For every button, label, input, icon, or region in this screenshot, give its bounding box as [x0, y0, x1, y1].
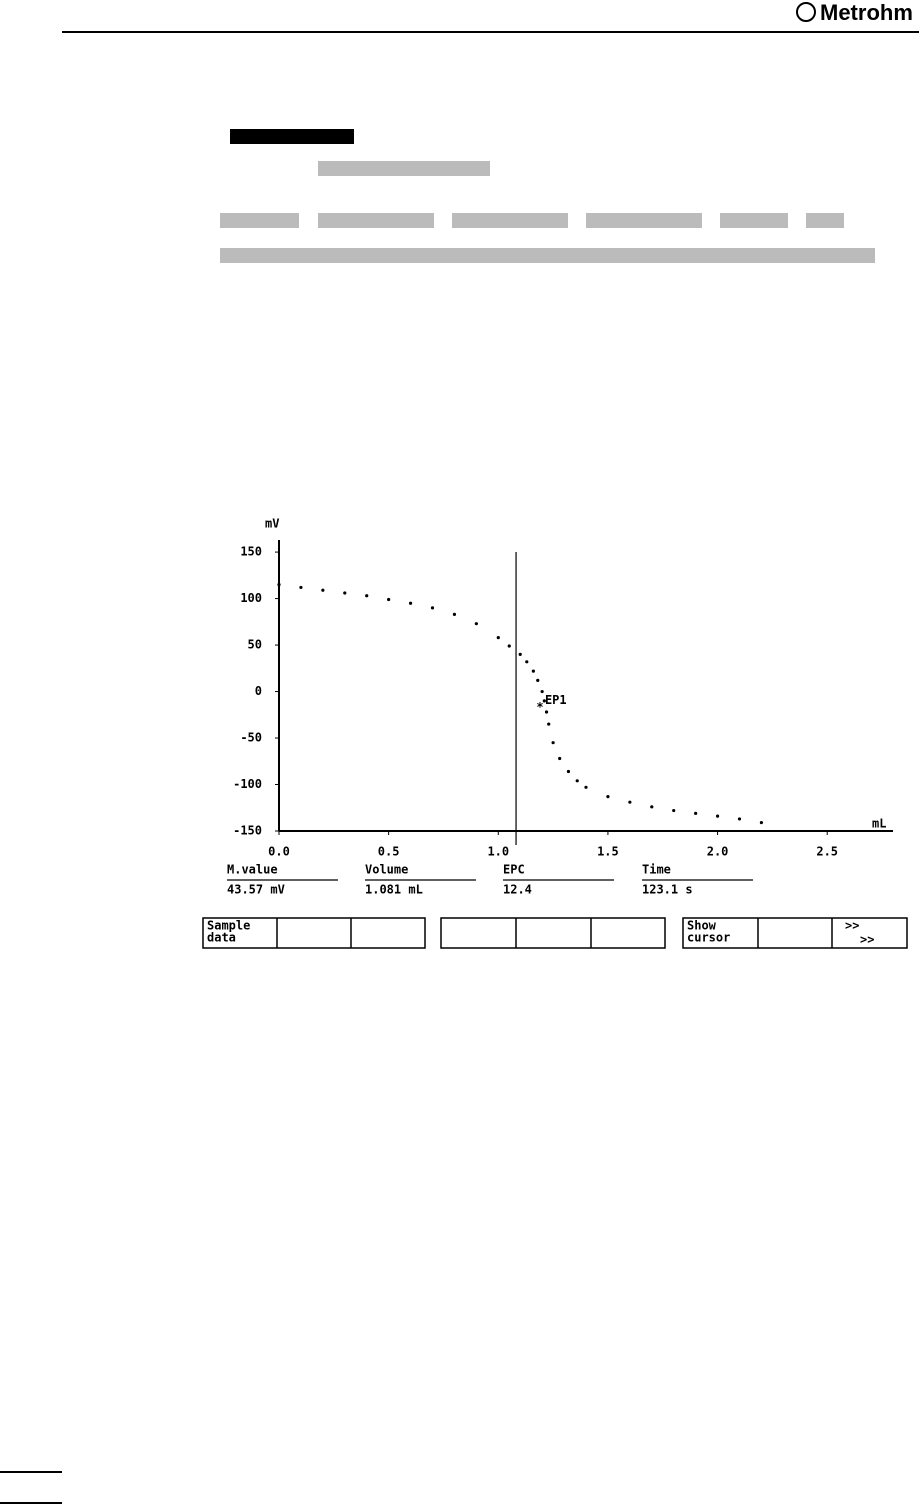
redacted-bar — [220, 248, 875, 263]
readout-value: 1.081 mL — [365, 883, 423, 897]
data-point — [606, 795, 610, 799]
softkey-label[interactable]: Sample — [207, 919, 250, 933]
readout-label: Time — [642, 863, 671, 877]
redacted-bar — [230, 129, 354, 144]
x-tick-label: 1.5 — [597, 845, 619, 859]
y-tick-label: -50 — [240, 731, 262, 745]
data-point — [365, 594, 369, 598]
readout-label: EPC — [503, 863, 525, 877]
data-point — [408, 601, 413, 605]
data-point — [277, 583, 281, 587]
softkey-label[interactable]: >> — [860, 933, 874, 947]
annotation: EP1 — [545, 693, 567, 707]
data-point — [547, 722, 551, 726]
data-point — [672, 808, 676, 813]
x-tick-label: 1.0 — [487, 845, 509, 859]
y-tick-label: 0 — [255, 684, 262, 698]
brand: Metrohm — [820, 0, 913, 25]
data-point — [299, 585, 303, 590]
data-point — [694, 811, 698, 815]
data-point — [551, 741, 555, 745]
data-point — [430, 606, 435, 610]
data-point — [474, 622, 478, 626]
softkey-label[interactable]: >> — [845, 919, 859, 933]
data-point — [544, 710, 549, 714]
readout-label: Volume — [365, 863, 408, 877]
data-point — [531, 669, 535, 673]
readout-value: 123.1 s — [642, 883, 693, 897]
redacted-bar — [586, 213, 702, 228]
data-point — [584, 785, 588, 789]
endpoint-marker: * — [536, 700, 543, 714]
data-point — [452, 612, 457, 616]
y-tick-label: 100 — [240, 591, 262, 605]
data-point — [536, 678, 540, 682]
data-point — [650, 805, 654, 809]
x-tick-label: 2.0 — [707, 845, 729, 859]
readout-value: 43.57 mV — [227, 883, 285, 897]
softkey-label[interactable]: Show — [687, 919, 717, 933]
softkey-label[interactable]: data — [207, 931, 236, 945]
data-point — [715, 814, 720, 818]
data-point — [542, 699, 546, 703]
x-tick-label: 2.5 — [816, 845, 838, 859]
softkey-label[interactable]: cursor — [687, 931, 730, 945]
data-point — [566, 769, 571, 774]
y-tick-label: -150 — [233, 824, 262, 838]
data-point — [558, 756, 562, 761]
redacted-bar — [806, 213, 844, 228]
y-tick-label: -100 — [233, 777, 262, 791]
data-point — [518, 652, 522, 656]
data-point — [496, 636, 500, 640]
y-axis-label: mV — [265, 517, 279, 531]
x-tick-label: 0.5 — [378, 845, 400, 859]
data-point — [343, 591, 347, 595]
redacted-bar — [318, 161, 490, 176]
data-point — [387, 597, 391, 602]
x-axis-label: mL — [872, 817, 886, 831]
readout-label: M.value — [227, 863, 278, 877]
redacted-bar — [220, 213, 299, 228]
y-tick-label: 150 — [240, 545, 262, 559]
data-point — [525, 660, 529, 664]
logo-icon — [796, 2, 816, 22]
softkey-bar — [202, 917, 908, 949]
data-point — [737, 817, 742, 821]
data-point — [321, 588, 325, 592]
data-point — [507, 644, 511, 648]
data-point — [540, 689, 544, 694]
y-tick-label: 50 — [248, 638, 262, 652]
data-point — [759, 821, 764, 825]
readout-value: 12.4 — [503, 883, 532, 897]
redacted-bar — [452, 213, 568, 228]
data-point — [628, 800, 632, 804]
redacted-bar — [720, 213, 788, 228]
x-tick-label: 0.0 — [268, 845, 290, 859]
data-point — [575, 779, 579, 783]
redacted-bar — [318, 213, 434, 228]
